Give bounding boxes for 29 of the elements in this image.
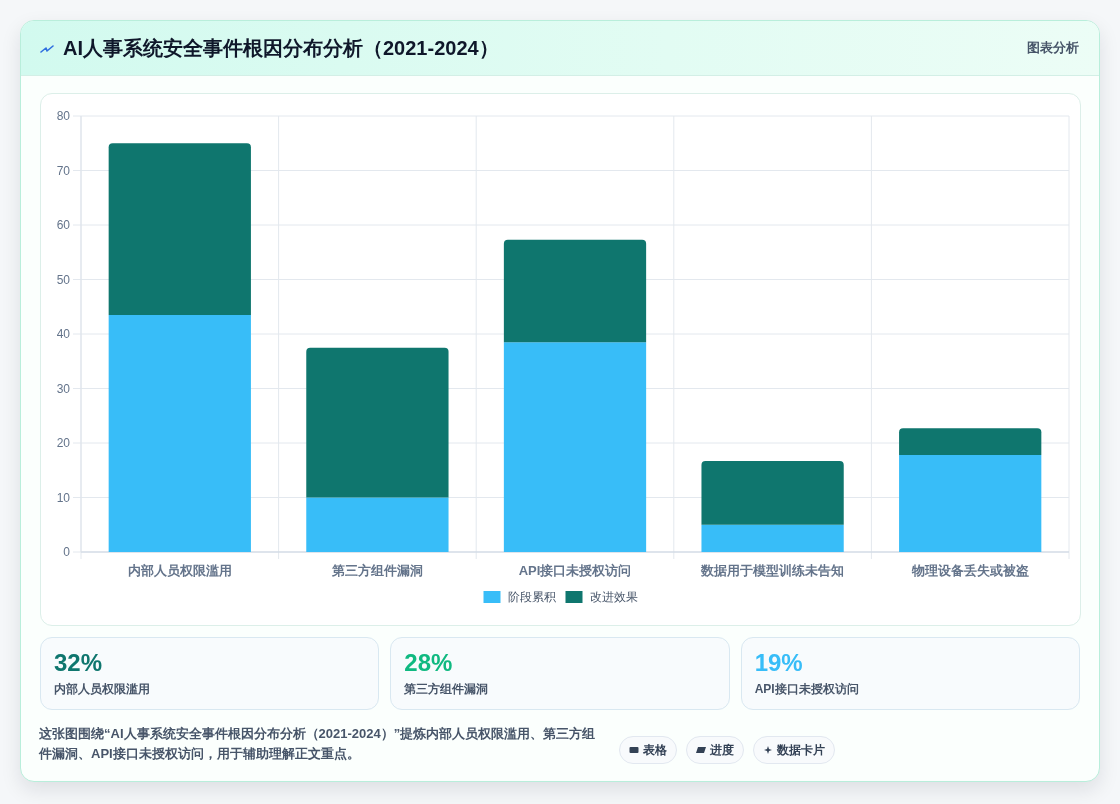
y-tick-label: 40 <box>56 327 71 341</box>
y-tick-label: 60 <box>56 218 71 232</box>
x-tick-label: 数据用于模型训练未告知 <box>700 563 845 578</box>
text: 32% <box>54 648 103 678</box>
chart-title: AI人事系统安全事件根因分布分析（2021-2024） <box>63 36 499 61</box>
text: 28% <box>404 648 453 678</box>
text: API接口未授权访问 <box>754 682 859 697</box>
x-tick-label: API接口未授权访问 <box>518 563 632 578</box>
legend: 阶段累积 改进效果 <box>483 590 638 604</box>
text: 图表分析 <box>1027 39 1079 56</box>
legend-label: 阶段累积 <box>507 590 556 604</box>
y-tick-label: 30 <box>56 381 71 396</box>
x-tick-label: 内部人员权限滥用 <box>127 563 232 578</box>
y-tick-label: 0 <box>63 545 71 559</box>
text: 进度 <box>710 741 734 759</box>
x-tick-label: 第三方组件漏洞 <box>330 563 423 578</box>
y-tick-label: 80 <box>56 109 71 123</box>
text: 第三方组件漏洞 <box>404 682 489 697</box>
y-tick-label: 20 <box>56 436 71 450</box>
legend-label: 改进效果 <box>589 590 638 604</box>
text: 19% <box>754 648 803 678</box>
y-tick-label: 10 <box>56 490 71 505</box>
y-tick-label: 70 <box>56 163 71 178</box>
y-tick-label: 50 <box>56 272 71 287</box>
text: 内部人员权限滥用 <box>54 682 150 697</box>
text: 表格 <box>643 741 667 759</box>
text: 数据卡片 <box>777 741 825 759</box>
x-tick-label: 物理设备丢失或被盗 <box>910 563 1029 578</box>
text: 这张图围绕“AI人事系统安全事件根因分布分析（2021-2024）”提炼内部人员权限滥用、第三方组件漏洞、API接口未授权访问，用于辅助理解正文重点。 <box>39 725 597 763</box>
